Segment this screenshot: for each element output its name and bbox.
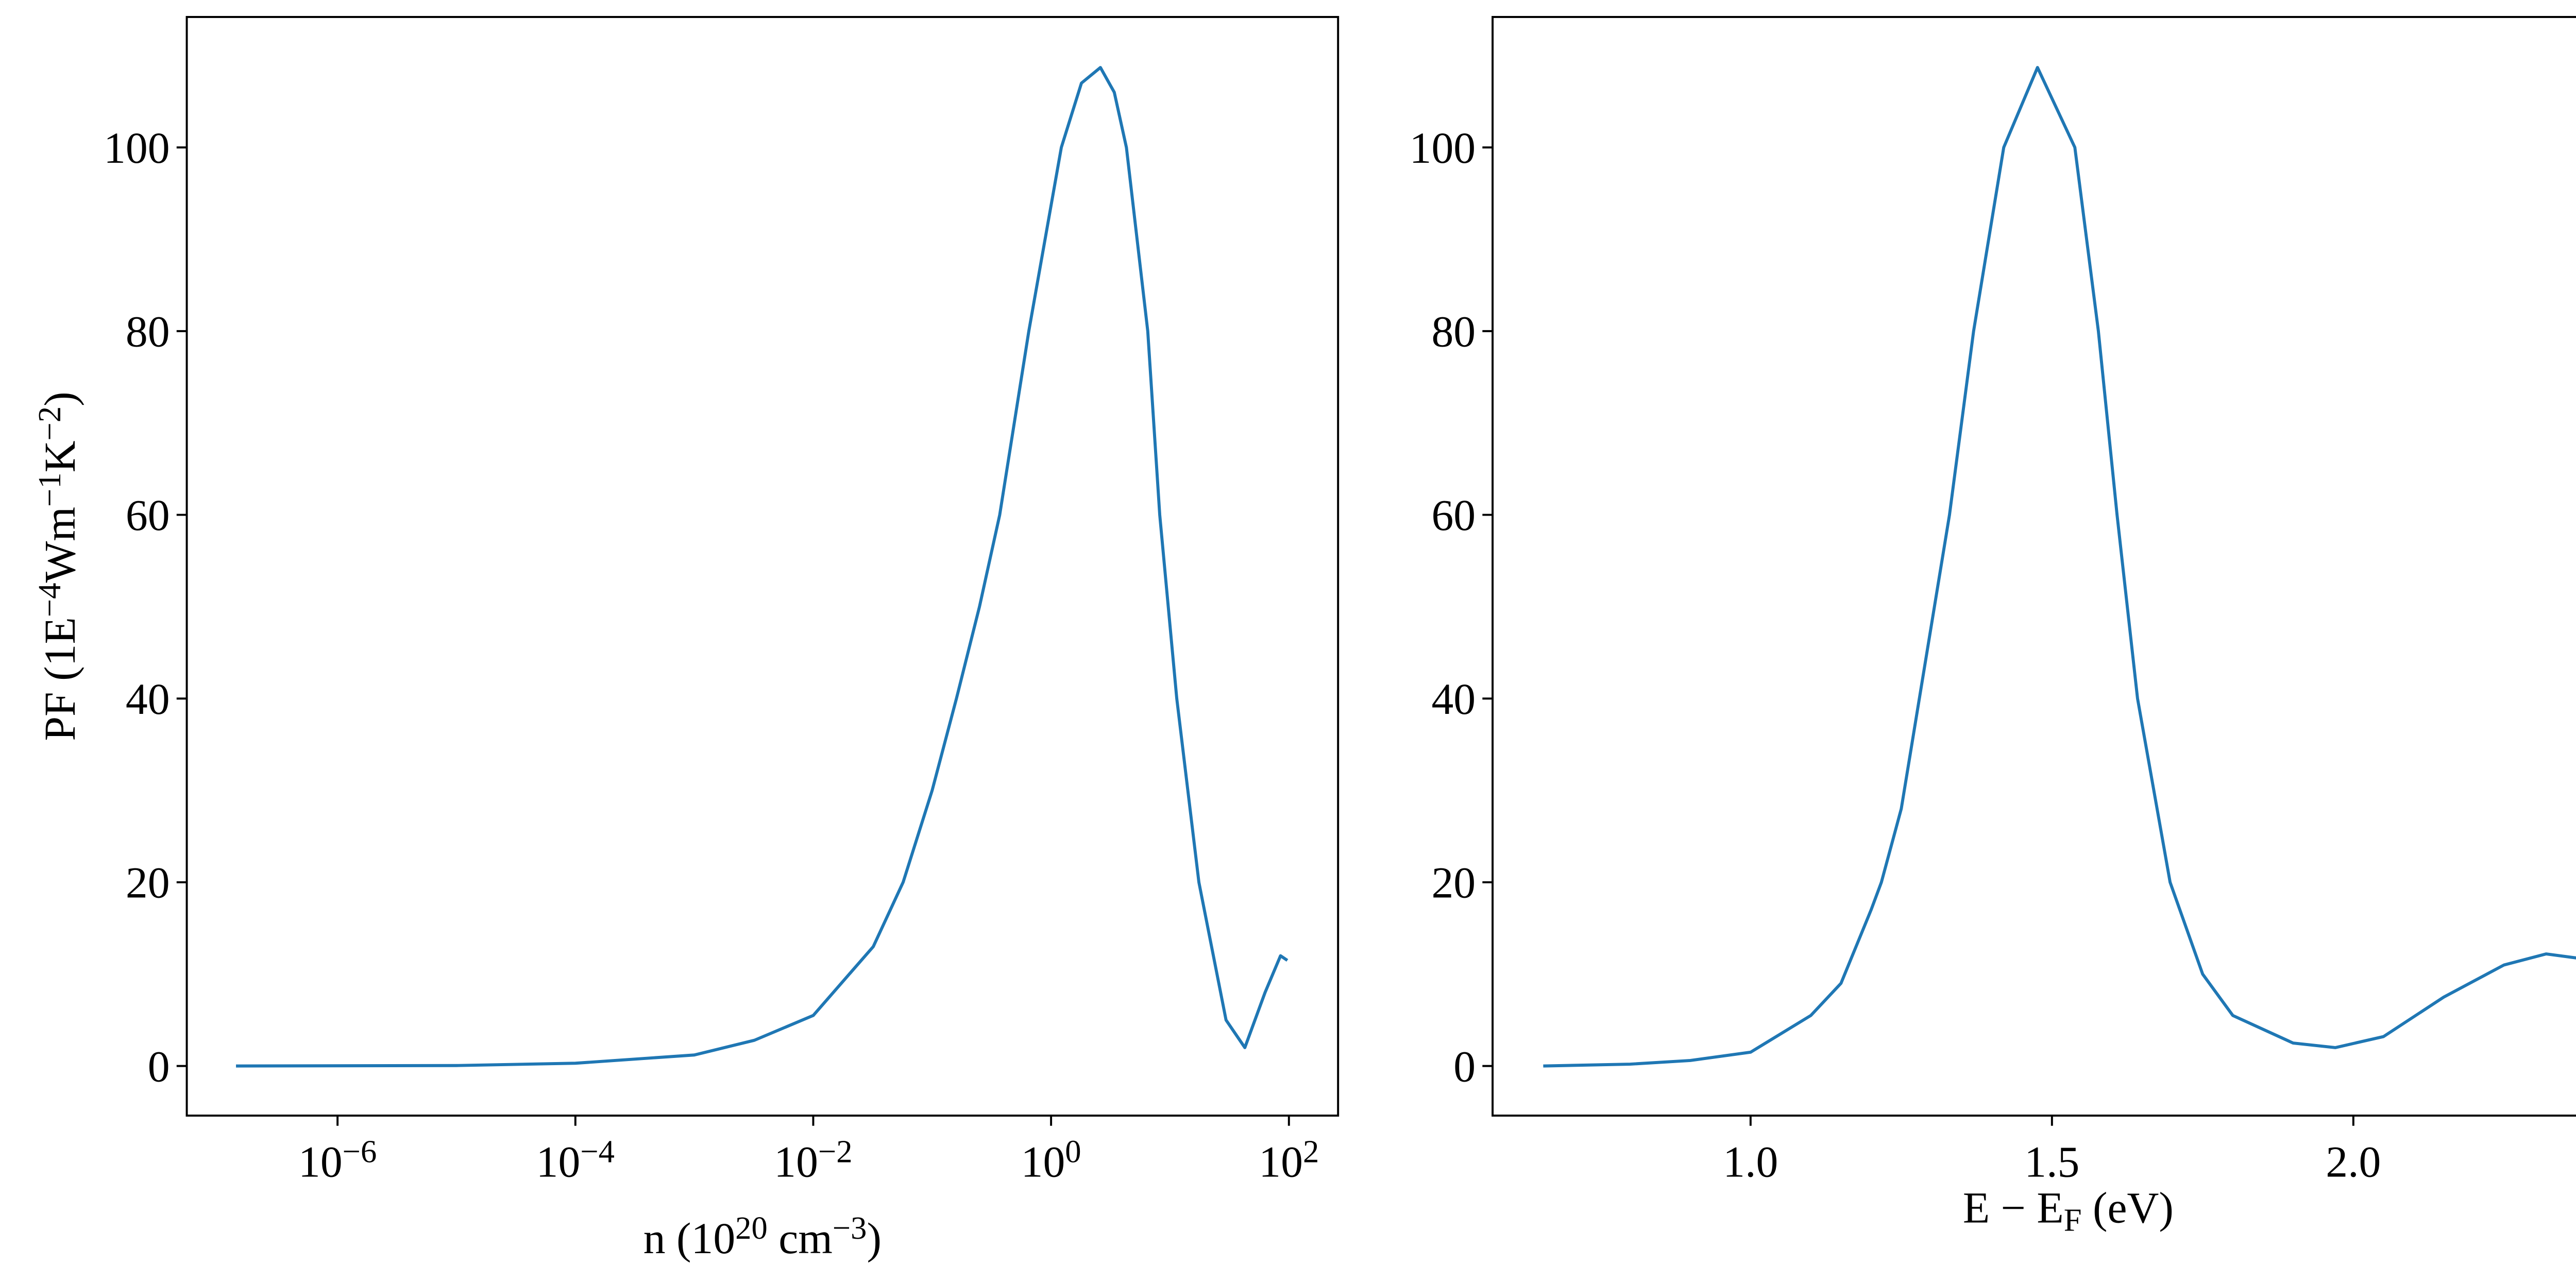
text-part: −2 (818, 1133, 853, 1169)
x-tick-label: 10−2 (774, 1133, 852, 1186)
y-tick-label: 20 (1431, 859, 1476, 908)
y-tick-label: 80 (126, 307, 170, 356)
chart: 0 20 40 60 80 100 1.0 1.5 2.0 E − EF (eV) (1410, 15, 2576, 1238)
y-tick-label: 0 (1453, 1042, 1476, 1091)
text-part: 2 (1303, 1133, 1319, 1169)
text-part: 0 (1065, 1133, 1081, 1169)
y-tick-label: 100 (104, 124, 170, 173)
y-axis-label: PF (1E−4Wm−1K−2) (31, 391, 84, 741)
text-part: E − E (1963, 1184, 2064, 1233)
x-axis-label: n (1020 cm−3) (643, 1210, 882, 1263)
text-part: −6 (343, 1133, 377, 1169)
text-part: 10 (1259, 1138, 1303, 1187)
text-part: PF (1E (36, 617, 84, 741)
text-part: −2 (31, 406, 67, 441)
text-part: −4 (31, 583, 67, 618)
x-tick-label: 2.0 (2326, 1138, 2381, 1187)
text-part: cm (768, 1214, 833, 1263)
data-line (1543, 66, 2576, 1068)
y-tick-label: 40 (126, 675, 170, 724)
text-part: 10 (774, 1138, 818, 1187)
y-tick-label: 80 (1431, 307, 1476, 356)
y-tick-label: 100 (1410, 124, 1476, 173)
text-part: K (36, 440, 84, 472)
text-part: −3 (833, 1210, 867, 1246)
text-part: F (2064, 1202, 2082, 1238)
text-part: ) (867, 1214, 882, 1263)
text-part: Wm (36, 507, 84, 583)
x-axis-label: E − EF (eV) (1963, 1184, 2174, 1238)
y-tick-label: 60 (1431, 491, 1476, 540)
x-tick-label: 10−6 (298, 1133, 377, 1186)
plot-frame (1492, 15, 2576, 1117)
y-tick-label: 20 (126, 859, 170, 908)
y-tick-label: 60 (126, 491, 170, 540)
x-tick-label: 10−4 (536, 1133, 615, 1186)
text-part: 10 (536, 1138, 581, 1187)
text-part: 10 (298, 1138, 343, 1187)
x-tick-label: 100 (1021, 1133, 1081, 1186)
text-part: (eV) (2082, 1184, 2174, 1233)
x-tick-label: 1.5 (2024, 1138, 2079, 1187)
x-tick-label: 1.0 (1723, 1138, 1778, 1187)
text-part: n (10 (643, 1214, 735, 1263)
x-tick-label: 102 (1259, 1133, 1319, 1186)
data-line (236, 66, 1289, 1068)
text-part: 10 (1021, 1138, 1065, 1187)
text-part: −1 (31, 472, 67, 507)
text-part: 20 (735, 1210, 768, 1246)
text-part: −4 (580, 1133, 615, 1169)
text-part: ) (36, 391, 84, 406)
y-tick-label: 0 (148, 1042, 170, 1091)
y-tick-label: 40 (1431, 675, 1476, 724)
plot-frame (185, 15, 1340, 1117)
